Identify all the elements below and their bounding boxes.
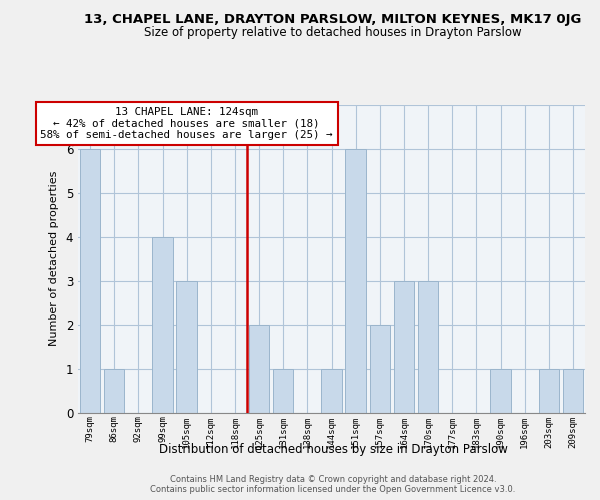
Bar xyxy=(346,149,366,412)
Bar xyxy=(539,368,559,412)
Bar xyxy=(176,280,197,412)
Text: Contains HM Land Registry data © Crown copyright and database right 2024.: Contains HM Land Registry data © Crown c… xyxy=(170,476,496,484)
Bar xyxy=(563,368,583,412)
Bar xyxy=(394,280,414,412)
Text: Contains public sector information licensed under the Open Government Licence v3: Contains public sector information licen… xyxy=(151,484,515,494)
Text: 13 CHAPEL LANE: 124sqm
← 42% of detached houses are smaller (18)
58% of semi-det: 13 CHAPEL LANE: 124sqm ← 42% of detached… xyxy=(40,107,333,140)
Text: 13, CHAPEL LANE, DRAYTON PARSLOW, MILTON KEYNES, MK17 0JG: 13, CHAPEL LANE, DRAYTON PARSLOW, MILTON… xyxy=(85,12,581,26)
Y-axis label: Number of detached properties: Number of detached properties xyxy=(49,171,59,346)
Bar xyxy=(418,280,439,412)
Bar xyxy=(321,368,342,412)
Bar xyxy=(273,368,293,412)
Bar xyxy=(104,368,124,412)
Bar xyxy=(152,237,173,412)
Bar xyxy=(370,324,390,412)
Text: Size of property relative to detached houses in Drayton Parslow: Size of property relative to detached ho… xyxy=(144,26,522,39)
Text: Distribution of detached houses by size in Drayton Parslow: Distribution of detached houses by size … xyxy=(158,444,508,456)
Bar xyxy=(490,368,511,412)
Bar xyxy=(80,149,100,412)
Bar xyxy=(249,324,269,412)
